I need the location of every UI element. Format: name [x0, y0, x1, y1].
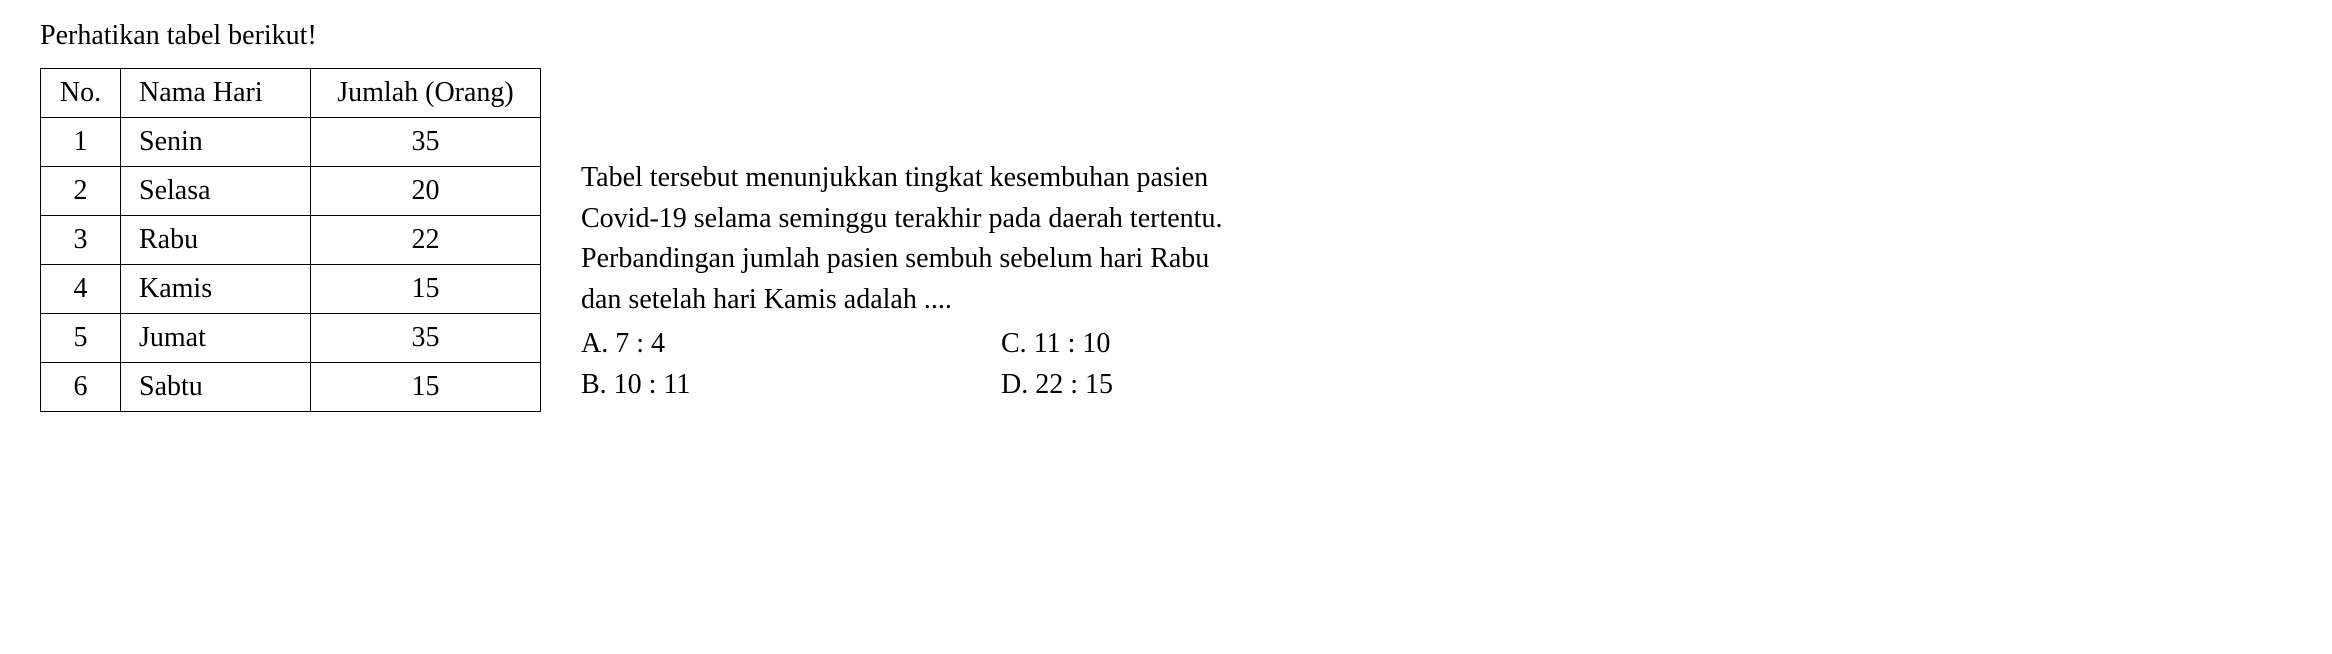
cell-hari: Jumat: [121, 314, 311, 363]
question-line: Tabel tersebut menunjukkan tingkat kesem…: [581, 158, 1222, 199]
cell-jumlah: 35: [311, 118, 541, 167]
data-table: No. Nama Hari Jumlah (Orang) 1 Senin 3 5 …: [40, 68, 541, 412]
table-row: 4 Kamis 15: [41, 265, 541, 314]
cell-no: 5: [41, 314, 121, 363]
header-jumlah: Jumlah (Orang): [311, 69, 541, 118]
cell-no: 4: [41, 265, 121, 314]
table-row: 6 Sabtu 15: [41, 363, 541, 412]
header-no: No.: [41, 69, 121, 118]
question-line: Covid-19 selama seminggu terakhir pada d…: [581, 199, 1222, 240]
cell-jumlah: 20: [311, 167, 541, 216]
cell-no: 3: [41, 216, 121, 265]
cell-hari: Senin: [121, 118, 311, 167]
content-row: No. Nama Hari Jumlah (Orang) 1 Senin 3 5 …: [40, 68, 2292, 412]
option-d: D. 22 : 15: [1001, 365, 1113, 406]
cell-no: 6: [41, 363, 121, 412]
table-row: 5 Jumat 35: [41, 314, 541, 363]
cell-no: 2: [41, 167, 121, 216]
question-line: dan setelah hari Kamis adalah ....: [581, 280, 1222, 321]
question-container: Perhatikan tabel berikut! No. Nama Hari …: [40, 20, 2292, 412]
data-table-section: No. Nama Hari Jumlah (Orang) 1 Senin 3 5 …: [40, 68, 541, 412]
question-line: Perbandingan jumlah pasien sembuh sebelu…: [581, 239, 1222, 280]
cell-jumlah: 15: [311, 265, 541, 314]
table-row: 3 Rabu 22: [41, 216, 541, 265]
options-col-right: C. 11 : 10 D. 22 : 15: [1001, 324, 1113, 405]
table-row: 2 Selasa 20: [41, 167, 541, 216]
cell-jumlah: 15: [311, 363, 541, 412]
cell-hari: Selasa: [121, 167, 311, 216]
question-text: Tabel tersebut menunjukkan tingkat kesem…: [581, 158, 1222, 320]
options-col-left: A. 7 : 4 B. 10 : 11: [581, 324, 1001, 405]
cell-hari: Rabu: [121, 216, 311, 265]
intro-text: Perhatikan tabel berikut!: [40, 20, 2292, 52]
question-section: Tabel tersebut menunjukkan tingkat kesem…: [581, 68, 1222, 406]
option-a: A. 7 : 4: [581, 324, 1001, 365]
option-c: C. 11 : 10: [1001, 324, 1113, 365]
option-b: B. 10 : 11: [581, 365, 1001, 406]
cell-no: 1: [41, 118, 121, 167]
cell-jumlah: 22: [311, 216, 541, 265]
cell-hari: Kamis: [121, 265, 311, 314]
table-row: 1 Senin 35: [41, 118, 541, 167]
cell-hari: Sabtu: [121, 363, 311, 412]
cell-jumlah: 35: [311, 314, 541, 363]
table-header-row: No. Nama Hari Jumlah (Orang): [41, 69, 541, 118]
options-row: A. 7 : 4 B. 10 : 11 C. 11 : 10 D. 22 : 1…: [581, 324, 1222, 405]
header-hari: Nama Hari: [121, 69, 311, 118]
